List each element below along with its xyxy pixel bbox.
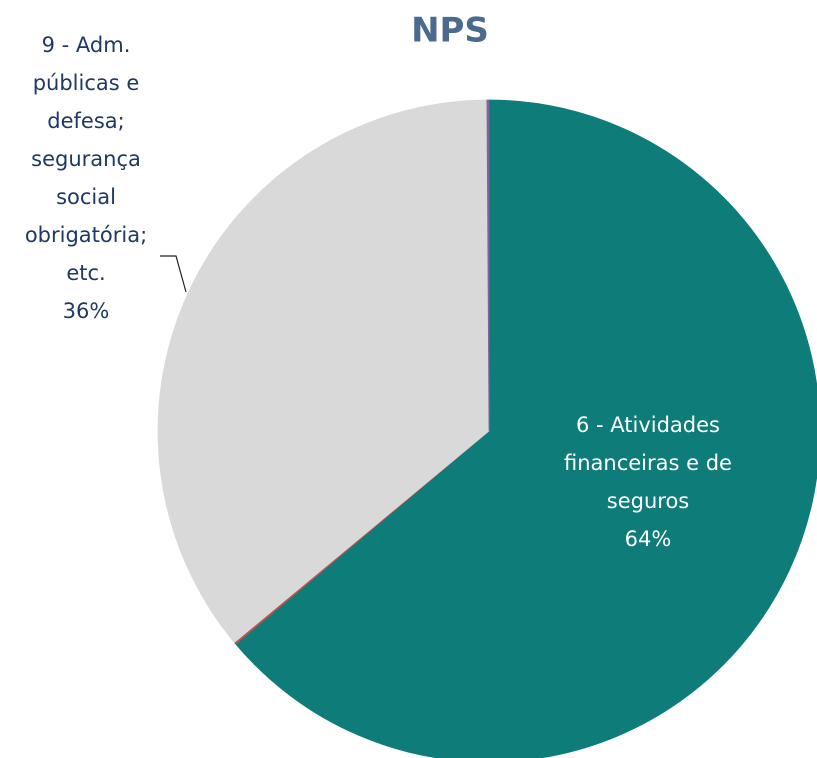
chart-title: NPS <box>411 11 489 51</box>
pie-slice <box>157 99 490 643</box>
pie-slice <box>235 99 817 758</box>
slice-label: 9 - Adm. públicas e defesa; segurança so… <box>8 26 164 330</box>
slice-value: 36% <box>62 299 110 323</box>
pie-slice <box>486 99 490 432</box>
slice-name: 9 - Adm. públicas e defesa; segurança so… <box>24 33 148 285</box>
slice-value: 64% <box>624 527 672 551</box>
leader-line <box>160 255 187 293</box>
slice-name: 6 - Atividades financeiras e de seguros <box>564 413 732 513</box>
slice-label: 6 - Atividades financeiras e de seguros … <box>560 406 736 558</box>
